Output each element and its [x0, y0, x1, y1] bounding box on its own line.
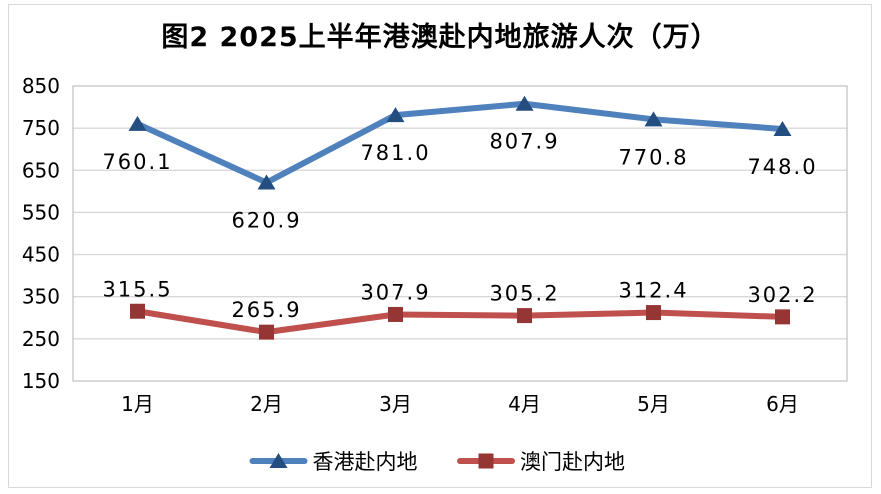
plot-border [72, 85, 848, 382]
data-point-marker [388, 306, 403, 322]
data-point-label: 305.2 [489, 282, 559, 306]
data-point-marker [644, 111, 663, 127]
line-chart-canvas: 850 750 650 550 450 350 250 150 1月 2月 3月 4月 5月 6月 760.… [22, 74, 848, 474]
data-point-label: 770.8 [618, 145, 688, 169]
legend-item: 香港赴内地 [249, 450, 418, 474]
series-0: 760.1 620.9 781.0 807.9 770.8 748.0 [102, 95, 817, 233]
legend-marker-icon [478, 453, 494, 469]
y-tick-label: 250 [22, 327, 60, 351]
series-line [134, 308, 786, 336]
y-tick-label: 150 [22, 369, 60, 393]
legend-item: 澳门赴内地 [457, 450, 625, 474]
data-point-marker [130, 303, 145, 319]
data-point-label: 302.2 [747, 283, 817, 307]
legend-label: 澳门赴内地 [520, 450, 625, 474]
data-point-label: 760.1 [102, 150, 172, 174]
x-axis-label: 5月 [637, 392, 670, 416]
legend: 香港赴内地 澳门赴内地 [249, 450, 625, 474]
data-point-marker [646, 305, 661, 321]
series-line [134, 100, 786, 186]
data-point-label: 312.4 [618, 279, 688, 303]
data-point-marker [775, 309, 790, 325]
data-point-label: 807.9 [489, 130, 559, 154]
y-tick-label: 350 [22, 285, 60, 309]
x-axis-label: 6月 [766, 392, 799, 416]
gridlines [73, 127, 847, 340]
y-axis: 850 750 650 550 450 350 250 150 [22, 74, 60, 393]
chart-frame: 850 750 650 550 450 350 250 150 1月 2月 3月 4月 5月 6月 760.… [8, 4, 872, 488]
data-point-label: 315.5 [102, 277, 172, 301]
x-axis-label: 1月 [121, 392, 154, 416]
data-point-marker [773, 120, 792, 136]
data-point-label: 265.9 [231, 298, 301, 322]
data-point-marker [128, 115, 147, 131]
data-point-label: 781.0 [360, 141, 430, 165]
chart-title: 图2 2025上半年港澳赴内地旅游人次（万） [161, 22, 719, 53]
y-tick-label: 550 [22, 200, 60, 224]
series-1: 315.5 265.9 307.9 305.2 312.4 302.2 [102, 277, 817, 340]
x-axis-label: 3月 [379, 392, 412, 416]
data-point-label: 620.9 [231, 209, 301, 233]
data-point-label: 307.9 [360, 280, 430, 304]
x-axis-label: 2月 [250, 392, 283, 416]
y-tick-label: 650 [22, 158, 60, 182]
x-axis: 1月 2月 3月 4月 5月 6月 [121, 392, 799, 416]
y-tick-label: 850 [22, 74, 60, 98]
legend-label: 香港赴内地 [313, 450, 418, 474]
data-point-marker [517, 308, 532, 324]
data-point-marker [515, 95, 534, 111]
data-point-marker [386, 107, 405, 123]
legend-marker-icon [269, 453, 288, 468]
y-tick-label: 750 [22, 116, 60, 140]
x-axis-label: 4月 [508, 392, 541, 416]
y-tick-label: 450 [22, 243, 60, 267]
data-point-label: 748.0 [747, 155, 817, 179]
data-point-marker [257, 174, 276, 190]
data-point-marker [259, 324, 274, 340]
